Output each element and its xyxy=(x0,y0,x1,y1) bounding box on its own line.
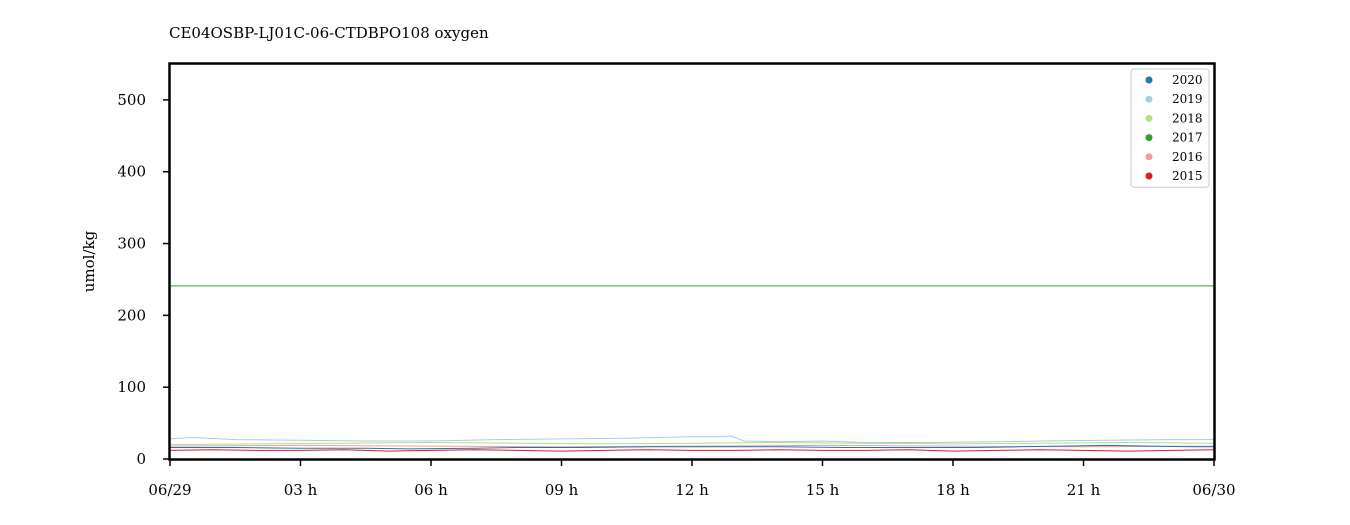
legend-marker xyxy=(1145,172,1153,180)
x-tick-label: 06 h xyxy=(414,481,448,499)
series-line-2019 xyxy=(169,435,1214,443)
legend-marker xyxy=(1145,153,1153,161)
x-tick-label: 15 h xyxy=(806,481,840,499)
y-tick-label: 0 xyxy=(136,450,146,468)
legend-label: 2019 xyxy=(1172,92,1203,106)
y-tick-label: 200 xyxy=(117,306,146,324)
y-tick-label: 300 xyxy=(117,235,146,253)
legend-marker xyxy=(1145,114,1153,122)
legend-label: 2017 xyxy=(1172,131,1203,145)
series-line-2020 xyxy=(170,444,1214,450)
x-tick-label: 18 h xyxy=(936,481,970,499)
x-tick-label: 12 h xyxy=(675,481,709,499)
legend: 2020 2019 2018 2017 2016 2015 xyxy=(1130,68,1210,188)
y-tick-label: 100 xyxy=(117,378,146,396)
legend-label: 2016 xyxy=(1172,150,1203,164)
x-tick-label: 09 h xyxy=(545,481,579,499)
y-axis-label: umol/kg xyxy=(80,230,98,292)
x-tick-label: 06/29 xyxy=(148,481,191,499)
series-line-2015 xyxy=(169,449,1215,452)
legend-marker xyxy=(1145,76,1153,84)
legend-marker xyxy=(1145,95,1153,103)
legend-label: 2015 xyxy=(1172,169,1203,183)
plot-frame xyxy=(168,62,1216,461)
series-line-2018 xyxy=(169,441,1215,446)
x-tick-label: 21 h xyxy=(1067,481,1101,499)
x-tick-label: 03 h xyxy=(284,481,318,499)
legend-label: 2020 xyxy=(1172,73,1203,87)
legend-label: 2018 xyxy=(1172,111,1203,125)
x-tick-label: 06/30 xyxy=(1192,481,1235,499)
legend-marker xyxy=(1145,134,1153,142)
chart-title: CE04OSBP-LJ01C-06-CTDBPO108 oxygen xyxy=(169,24,489,42)
y-tick-label: 500 xyxy=(117,91,146,109)
y-tick-label: 400 xyxy=(117,163,146,181)
